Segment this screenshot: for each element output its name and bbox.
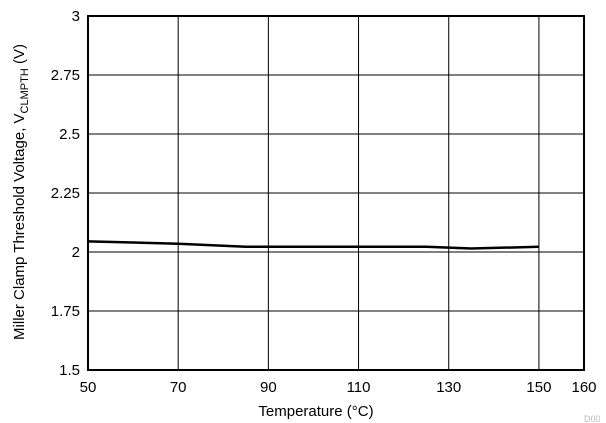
x-tick-label: 150 xyxy=(526,379,551,396)
y-tick-label: 2.75 xyxy=(51,67,80,84)
y-tick-label: 3 xyxy=(72,8,80,25)
x-tick-label: 110 xyxy=(347,379,371,396)
y-axis-label-suffix: (V) xyxy=(11,44,28,68)
y-axis-label-prefix: Miller Clamp Threshold Voltage, V xyxy=(11,113,28,340)
y-axis-label-subscript: CLMPTH xyxy=(19,68,31,113)
figure-code-watermark: D00 xyxy=(584,414,601,423)
y-tick-label: 2 xyxy=(72,244,80,261)
y-tick-label: 2.5 xyxy=(59,126,80,143)
series-layer xyxy=(87,240,539,250)
x-axis-ticks: 50 70 90 110 130 150 160 xyxy=(80,379,597,396)
series-line xyxy=(87,240,539,250)
x-tick-label: 130 xyxy=(436,379,461,396)
x-axis-label: Temperature (°C) xyxy=(258,403,373,420)
grid-lines xyxy=(87,15,585,371)
y-tick-label: 1.75 xyxy=(51,303,80,320)
y-tick-label: 2.25 xyxy=(51,185,80,202)
y-axis-label: Miller Clamp Threshold Voltage, VCLMPTH … xyxy=(11,44,31,340)
x-tick-label: 50 xyxy=(80,379,97,396)
plot-frame xyxy=(87,15,585,371)
x-tick-label: 70 xyxy=(170,379,187,396)
x-tick-label: 160 xyxy=(571,379,596,396)
x-tick-label: 90 xyxy=(260,379,277,396)
y-tick-label: 1.5 xyxy=(59,362,80,379)
y-axis-ticks: 1.5 1.75 2 2.25 2.5 2.75 3 xyxy=(51,8,80,379)
